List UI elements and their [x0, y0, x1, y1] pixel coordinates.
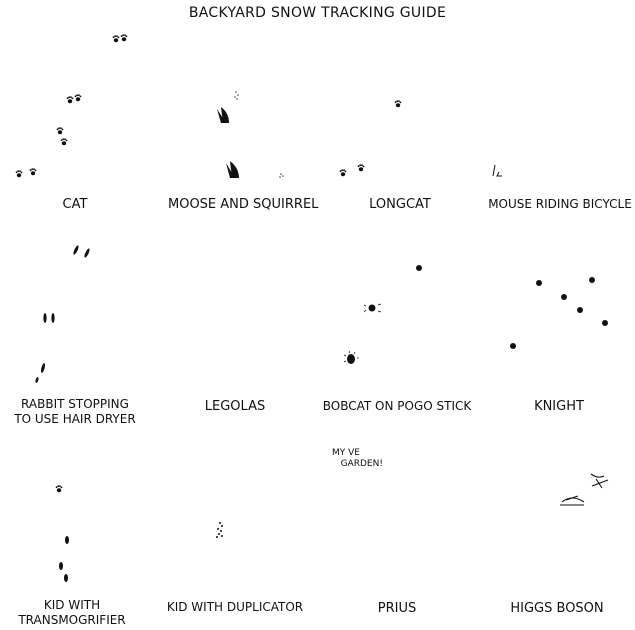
label-mouse-riding-bicycle: MOUSE RIDING BICYCLE	[488, 197, 632, 211]
kid-duplicator-tracks	[216, 522, 223, 538]
mouse-bicycle-tracks	[492, 164, 502, 177]
cat-tracks	[15, 34, 128, 178]
label-cat: CAT	[62, 197, 88, 212]
kid-transmogrifier-tracks	[55, 485, 69, 582]
higgs-boson-tracks	[560, 473, 609, 506]
label-higgs-boson: HIGGS BOSON	[510, 601, 604, 616]
label-kid-duplicator: KID WITH DUPLICATOR	[166, 600, 304, 614]
moose-and-squirrel-tracks	[217, 91, 284, 178]
label-longcat: LONGCAT	[369, 197, 431, 212]
prius-speech-text: MY VE GARDEN!	[332, 448, 383, 469]
label-prius: PRIUS	[377, 601, 417, 616]
label-kid-transmogrifier: KID WITH TRANSMOGRIFIER	[18, 598, 126, 627]
bobcat-pogo-tracks	[343, 265, 422, 364]
label-bobcat-pogo-stick: BOBCAT ON POGO STICK	[322, 399, 472, 413]
label-moose-and-squirrel: MOOSE AND SQUIRREL	[168, 197, 319, 212]
label-knight: KNIGHT	[534, 399, 584, 414]
longcat-tracks	[339, 100, 402, 177]
page-title: BACKYARD SNOW TRACKING GUIDE	[188, 5, 447, 21]
rabbit-tracks	[35, 245, 90, 383]
knight-tracks	[510, 277, 608, 349]
label-legolas: LEGOLAS	[204, 399, 266, 414]
label-rabbit-hair-dryer: RABBIT STOPPING TO USE HAIR DRYER	[14, 397, 136, 426]
